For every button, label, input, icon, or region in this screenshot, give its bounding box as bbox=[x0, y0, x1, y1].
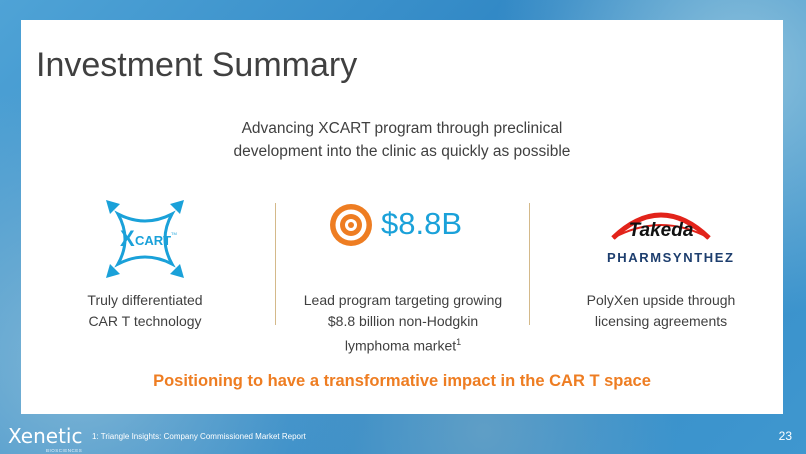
xcart-logo: X CART TM bbox=[25, 192, 265, 282]
partners-label-line-2: licensing agreements bbox=[594, 313, 728, 329]
column-market: $8.8B Lead program targeting growing $8.… bbox=[283, 192, 523, 357]
slide-title: Investment Summary bbox=[36, 46, 358, 84]
column-xcart: X CART TM Truly differentiated CAR T tec… bbox=[25, 192, 265, 332]
partner-logos: Takeda PHARMSYNTHEZ bbox=[541, 192, 781, 282]
xcart-label: Truly differentiated CAR T technology bbox=[25, 290, 265, 332]
subtitle-line-1: Advancing XCART program through preclini… bbox=[241, 120, 563, 137]
xcart-label-line-2: CAR T technology bbox=[88, 313, 202, 329]
column-partners: Takeda PHARMSYNTHEZ PolyXen upside throu… bbox=[541, 192, 781, 332]
xenetic-logo-subtitle: BIOSCIENCES bbox=[46, 448, 83, 453]
partners-label-line-1: PolyXen upside through bbox=[586, 292, 736, 308]
xcart-label-line-1: Truly differentiated bbox=[87, 292, 203, 308]
footnote-marker: 1 bbox=[456, 337, 462, 347]
svg-text:X: X bbox=[120, 226, 135, 251]
partners-label: PolyXen upside through licensing agreeme… bbox=[541, 290, 781, 332]
svg-text:CART: CART bbox=[135, 233, 171, 248]
slide-card: Investment Summary Advancing XCART progr… bbox=[21, 20, 783, 414]
xcart-badge-icon: X CART TM bbox=[106, 200, 184, 278]
page-number: 23 bbox=[778, 429, 792, 443]
footnote: 1: Triangle Insights: Company Commission… bbox=[92, 432, 306, 441]
market-value: $8.8B bbox=[381, 206, 463, 241]
footer: Xenetic BIOSCIENCES 1: Triangle Insights… bbox=[0, 414, 806, 454]
market-graphic: $8.8B bbox=[283, 192, 523, 282]
market-label-line-2: $8.8 billion non-Hodgkin bbox=[327, 313, 479, 329]
market-label-line-1: Lead program targeting growing bbox=[303, 292, 503, 308]
xenetic-logo: Xenetic bbox=[8, 424, 83, 448]
divider-right bbox=[529, 203, 530, 325]
svg-text:TM: TM bbox=[171, 231, 177, 236]
market-label: Lead program targeting growing $8.8 bill… bbox=[283, 290, 523, 357]
slide-subtitle: Advancing XCART program through preclini… bbox=[21, 117, 783, 163]
target-icon bbox=[330, 204, 372, 246]
pharmsynthez-logo: PHARMSYNTHEZ bbox=[607, 250, 735, 265]
subtitle-line-2: development into the clinic as quickly a… bbox=[233, 143, 571, 160]
takeda-logo-icon: Takeda bbox=[611, 212, 711, 241]
divider-left bbox=[275, 203, 276, 325]
market-label-line-3: lymphoma market1 bbox=[344, 337, 462, 354]
svg-text:Takeda: Takeda bbox=[629, 220, 694, 241]
slide-tagline: Positioning to have a transformative imp… bbox=[153, 372, 651, 390]
